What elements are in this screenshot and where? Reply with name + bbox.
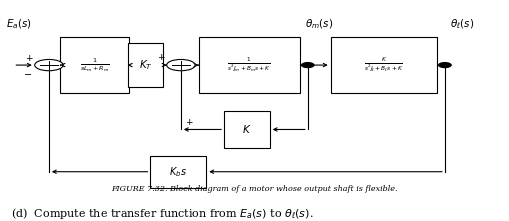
Text: $\theta_\ell(s)$: $\theta_\ell(s)$ bbox=[450, 17, 474, 31]
Text: FIGURE 7.32. Block diagram of a motor whose output shaft is flexible.: FIGURE 7.32. Block diagram of a motor wh… bbox=[111, 185, 398, 193]
Circle shape bbox=[35, 59, 63, 71]
Text: +: + bbox=[185, 118, 192, 128]
Circle shape bbox=[166, 59, 195, 71]
Bar bbox=[151, 156, 206, 188]
Text: $K$: $K$ bbox=[242, 124, 251, 135]
Text: $\theta_m(s)$: $\theta_m(s)$ bbox=[305, 17, 333, 31]
Circle shape bbox=[439, 63, 451, 67]
Bar bbox=[199, 37, 300, 93]
Text: $-$: $-$ bbox=[23, 68, 32, 78]
Text: +: + bbox=[157, 53, 164, 62]
Text: $\frac{1}{s^2J_m+B_ms+K}$: $\frac{1}{s^2J_m+B_ms+K}$ bbox=[228, 56, 271, 74]
Bar bbox=[61, 37, 129, 93]
Circle shape bbox=[302, 63, 314, 67]
Text: $K_b s$: $K_b s$ bbox=[169, 165, 187, 179]
Bar bbox=[128, 43, 163, 87]
Bar bbox=[331, 37, 437, 93]
Text: (d)  Compute the transfer function from $E_a(s)$ to $\theta_\ell(s)$.: (d) Compute the transfer function from $… bbox=[11, 206, 314, 221]
Text: $E_a(s)$: $E_a(s)$ bbox=[6, 17, 32, 31]
Text: $K_T$: $K_T$ bbox=[138, 58, 152, 72]
Text: $\frac{1}{sL_m+R_m}$: $\frac{1}{sL_m+R_m}$ bbox=[80, 56, 109, 74]
Text: $\frac{K}{s^2J_\ell+B_\ell s+K}$: $\frac{K}{s^2J_\ell+B_\ell s+K}$ bbox=[364, 56, 404, 74]
Text: +: + bbox=[24, 54, 32, 63]
Bar bbox=[224, 111, 270, 148]
